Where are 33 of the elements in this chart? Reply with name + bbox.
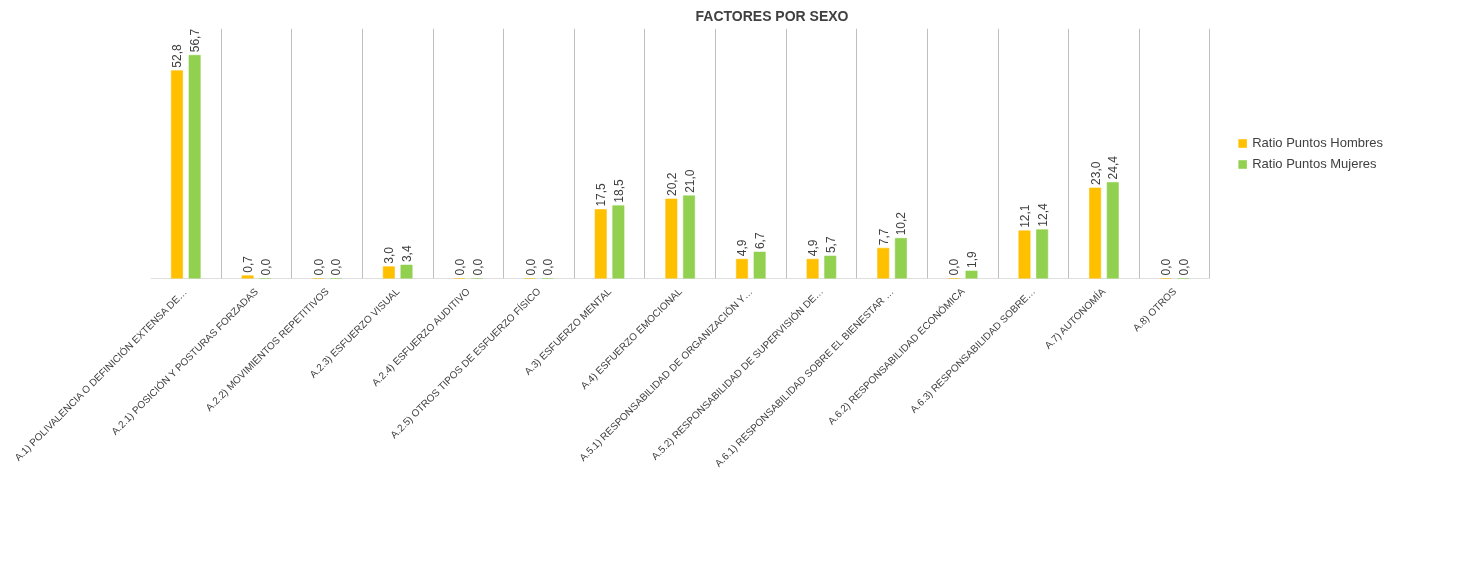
data-label: 4,9 (806, 239, 821, 257)
data-label: 12,1 (1017, 204, 1032, 228)
chart-title: FACTORES POR SEXO (695, 7, 849, 24)
data-label: 23,0 (1088, 161, 1103, 185)
data-label: 0,0 (523, 258, 538, 276)
data-label: 5,7 (823, 236, 838, 254)
data-label: 7,7 (876, 228, 891, 246)
data-label: 0,0 (311, 258, 326, 276)
data-label: 6,7 (753, 232, 768, 250)
data-label: 12,4 (1035, 203, 1050, 227)
data-label: 0,0 (452, 258, 467, 276)
data-label: 0,0 (1176, 258, 1191, 276)
data-label: 56,7 (188, 28, 203, 53)
data-label: 0,0 (1159, 258, 1174, 276)
data-label: 3,0 (382, 246, 397, 264)
legend-label: Ratio Puntos Mujeres (1252, 156, 1377, 171)
data-label: 20,2 (664, 172, 679, 196)
data-label: 0,0 (541, 258, 556, 276)
data-label: 0,0 (329, 258, 344, 276)
data-label: 0,0 (470, 258, 485, 276)
data-label: 3,4 (400, 245, 415, 263)
data-label: 10,2 (894, 211, 909, 236)
data-label: 18,5 (611, 178, 626, 203)
data-label: 17,5 (594, 182, 609, 207)
data-label: 21,0 (682, 169, 697, 193)
data-label: 52,8 (170, 43, 185, 68)
data-label: 0,0 (947, 258, 962, 276)
data-label: 4,9 (735, 239, 750, 257)
data-label: 24,4 (1106, 155, 1121, 180)
data-label: 1,9 (965, 251, 980, 269)
legend-label: Ratio Puntos Hombres (1252, 135, 1383, 150)
data-label: 0,0 (258, 258, 273, 276)
data-label: 0,7 (241, 255, 256, 273)
